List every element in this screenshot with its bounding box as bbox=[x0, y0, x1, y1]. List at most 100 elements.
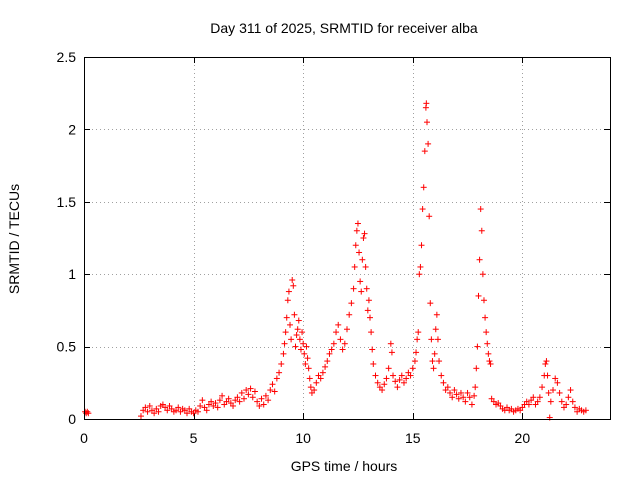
data-point bbox=[357, 278, 364, 285]
data-point bbox=[311, 387, 318, 394]
data-point bbox=[322, 363, 329, 370]
data-point bbox=[208, 398, 215, 405]
data-point bbox=[326, 350, 333, 357]
data-point bbox=[317, 375, 324, 382]
data-point bbox=[199, 397, 206, 404]
data-point bbox=[273, 375, 280, 382]
data-point bbox=[137, 413, 144, 420]
data-point bbox=[85, 410, 92, 417]
data-point bbox=[297, 346, 304, 353]
data-point bbox=[484, 340, 491, 347]
data-point bbox=[306, 375, 313, 382]
data-point bbox=[333, 329, 340, 336]
data-point bbox=[352, 242, 359, 249]
data-point bbox=[313, 379, 320, 386]
data-point bbox=[478, 227, 485, 234]
data-point bbox=[403, 375, 410, 382]
data-point bbox=[341, 340, 348, 347]
data-point bbox=[351, 263, 358, 270]
data-point bbox=[372, 372, 379, 379]
data-point bbox=[175, 404, 182, 411]
data-point bbox=[324, 358, 331, 365]
data-point bbox=[374, 379, 381, 386]
data-point bbox=[256, 402, 263, 409]
data-point bbox=[433, 311, 440, 318]
data-point bbox=[203, 407, 210, 414]
data-point bbox=[84, 408, 91, 415]
y-tick-label: 1.5 bbox=[57, 194, 77, 210]
data-point bbox=[565, 394, 572, 401]
data-point bbox=[360, 235, 367, 241]
data-point bbox=[411, 358, 418, 365]
data-point bbox=[290, 282, 297, 289]
data-point bbox=[400, 379, 407, 386]
data-point bbox=[431, 350, 438, 357]
data-point bbox=[249, 394, 256, 401]
chart-title: Day 311 of 2025, SRMTID for receiver alb… bbox=[210, 20, 478, 36]
data-point bbox=[230, 402, 237, 409]
data-point bbox=[260, 401, 267, 408]
data-point bbox=[287, 321, 294, 328]
data-point bbox=[284, 297, 291, 304]
y-tick-labels: 0 0.5 1 1.5 2 2.5 bbox=[57, 49, 77, 427]
y-tick-label: 1 bbox=[68, 266, 76, 282]
data-point bbox=[394, 384, 401, 391]
data-point bbox=[482, 314, 489, 321]
data-point bbox=[262, 392, 269, 399]
data-point bbox=[556, 389, 563, 396]
x-tick-label: 0 bbox=[80, 430, 88, 446]
data-point bbox=[291, 311, 298, 318]
data-point bbox=[219, 392, 226, 399]
data-point bbox=[423, 100, 430, 107]
x-tick-label: 5 bbox=[190, 430, 198, 446]
x-tick-label: 15 bbox=[405, 430, 421, 446]
data-point bbox=[247, 385, 254, 392]
data-point bbox=[466, 394, 473, 401]
y-tick-label: 0 bbox=[68, 411, 76, 427]
data-point bbox=[473, 365, 480, 372]
data-point bbox=[293, 332, 300, 339]
data-point bbox=[379, 387, 386, 394]
data-point bbox=[292, 343, 299, 350]
data-point bbox=[278, 360, 285, 367]
data-point bbox=[438, 372, 445, 379]
plot-frame bbox=[84, 57, 611, 420]
data-point bbox=[429, 358, 436, 365]
data-point bbox=[367, 314, 374, 321]
data-point bbox=[530, 394, 537, 401]
data-point bbox=[542, 360, 549, 367]
data-point bbox=[370, 360, 377, 367]
data-point bbox=[447, 389, 454, 396]
data-point bbox=[486, 358, 493, 365]
x-tick-labels: 0 5 10 15 20 bbox=[80, 430, 530, 446]
data-point bbox=[483, 329, 490, 336]
data-point bbox=[276, 369, 283, 376]
data-point bbox=[430, 365, 437, 372]
data-point bbox=[485, 350, 492, 357]
data-point bbox=[285, 288, 292, 295]
data-point bbox=[534, 398, 541, 405]
data-point bbox=[251, 388, 258, 395]
data-point bbox=[164, 407, 171, 414]
data-point bbox=[487, 360, 494, 367]
data-point bbox=[335, 321, 342, 328]
data-point bbox=[299, 329, 306, 336]
data-point bbox=[462, 398, 469, 405]
data-points bbox=[82, 100, 589, 421]
data-point bbox=[296, 336, 303, 343]
data-point bbox=[281, 340, 288, 347]
data-point bbox=[214, 404, 221, 411]
data-point bbox=[288, 336, 295, 343]
data-point bbox=[554, 379, 561, 386]
data-point bbox=[390, 372, 397, 379]
data-point bbox=[416, 271, 423, 278]
data-point bbox=[240, 395, 247, 402]
data-point bbox=[234, 394, 241, 401]
data-point bbox=[346, 311, 353, 318]
data-point bbox=[212, 400, 219, 407]
data-point bbox=[460, 394, 467, 401]
data-point bbox=[381, 381, 388, 388]
data-point bbox=[451, 387, 458, 394]
data-point bbox=[434, 336, 441, 343]
